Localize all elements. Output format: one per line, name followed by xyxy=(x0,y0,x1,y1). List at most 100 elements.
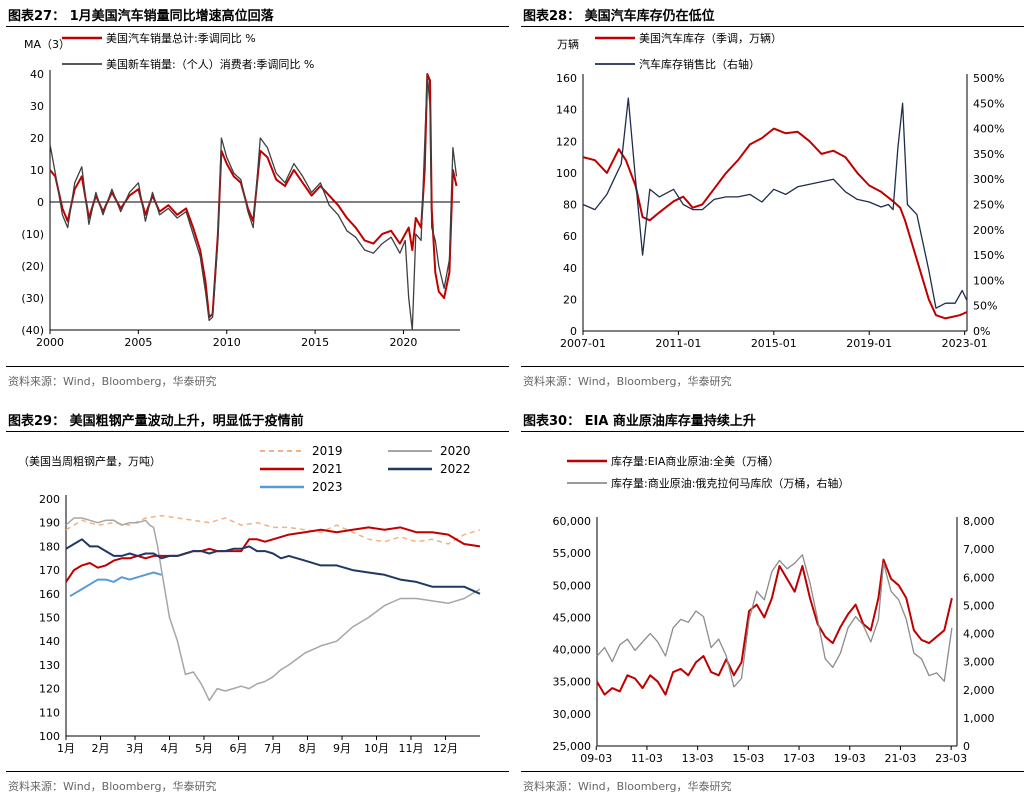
series-line-5 xyxy=(69,571,162,598)
x-tick-label: 19-03 xyxy=(834,752,866,765)
y-tick-label: (30) xyxy=(21,292,44,305)
y-tick-label: 150 xyxy=(39,612,60,625)
y2-tick-label: 350% xyxy=(973,148,1004,161)
x-tick-label: 23-03 xyxy=(935,752,967,765)
y2-tick-label: 0 xyxy=(963,740,970,753)
y2-tick-label: 150% xyxy=(973,249,1004,262)
title-divider xyxy=(6,431,509,432)
y-tick-label: 120 xyxy=(39,683,60,696)
x-tick-label: 9月 xyxy=(333,742,351,755)
y2-tick-label: 3,000 xyxy=(963,656,995,669)
y-tick-label: 25,000 xyxy=(553,740,592,753)
y-tick-label: 80 xyxy=(563,199,577,212)
x-tick-label: 2015-01 xyxy=(751,337,797,350)
y-tick-label: 45,000 xyxy=(553,611,592,624)
y-tick-label: (10) xyxy=(21,228,44,241)
y-tick-label: 30 xyxy=(30,100,44,113)
x-tick-label: 6月 xyxy=(230,742,248,755)
figure-28-title: 图表28： 美国汽车库存仍在低位 xyxy=(523,9,715,24)
x-tick-label: 2000 xyxy=(36,336,64,349)
x-tick-label: 21-03 xyxy=(884,752,916,765)
y-tick-label: 100 xyxy=(556,167,577,180)
y-tick-label: 110 xyxy=(39,706,60,719)
series-line-1 xyxy=(49,73,458,319)
y-tick-label: 120 xyxy=(556,135,577,148)
x-tick-label: 4月 xyxy=(161,742,179,755)
legend-label-2: 库存量:商业原油:俄克拉何马库欣（万桶，右轴） xyxy=(611,476,849,490)
x-tick-label: 3月 xyxy=(126,742,144,755)
y-tick-label: 60 xyxy=(563,230,577,243)
y-tick-label: 30,000 xyxy=(553,708,592,721)
y-tick-label: 20 xyxy=(30,132,44,145)
y-tick-label: 40,000 xyxy=(553,644,592,657)
x-tick-label: 09-03 xyxy=(580,752,612,765)
y2-tick-label: 2,000 xyxy=(963,684,995,697)
y-tick-label: 160 xyxy=(556,72,577,85)
series-line-1 xyxy=(596,558,953,696)
figure-28-source: 资料来源：Wind，Bloomberg，华泰研究 xyxy=(523,375,732,388)
y2-tick-label: 400% xyxy=(973,123,1004,136)
x-tick-label: 8月 xyxy=(298,742,316,755)
source-divider xyxy=(6,366,509,367)
legend-label-1: 美国汽车库存（季调，万辆） xyxy=(639,31,782,45)
figure-29-source: 资料来源：Wind，Bloomberg，华泰研究 xyxy=(8,780,217,793)
y-tick-label: 200 xyxy=(39,493,60,506)
series-line-2 xyxy=(65,517,481,702)
x-tick-label: 10月 xyxy=(364,742,389,755)
y-tick-label: 50,000 xyxy=(553,579,592,592)
title-divider xyxy=(6,26,509,27)
series-line-1 xyxy=(582,127,968,320)
y2-tick-label: 4,000 xyxy=(963,628,995,641)
y-tick-label: 180 xyxy=(39,540,60,553)
y-tick-label: 130 xyxy=(39,659,60,672)
x-tick-label: 2015 xyxy=(301,336,329,349)
y2-tick-label: 300% xyxy=(973,173,1004,186)
y-tick-label: 100 xyxy=(39,730,60,743)
x-tick-label: 5月 xyxy=(195,742,213,755)
x-tick-label: 2019-01 xyxy=(846,337,892,350)
y2-tick-label: 6,000 xyxy=(963,571,995,584)
y2-tick-label: 100% xyxy=(973,274,1004,287)
y2-tick-label: 450% xyxy=(973,97,1004,110)
series-line-2 xyxy=(49,73,458,331)
y-tick-label: (40) xyxy=(21,324,44,337)
legend-label-2021: 2021 xyxy=(312,462,343,476)
legend-label-2023: 2023 xyxy=(312,480,343,494)
y2-tick-label: 0% xyxy=(973,325,990,338)
y-tick-label: (20) xyxy=(21,260,44,273)
figure-28-panel: 图表28： 美国汽车库存仍在低位 万辆 0 20 40 60 80 100 120 140 160… xyxy=(515,0,1030,405)
unit-label: 万辆 xyxy=(557,37,579,51)
unit-label: （美国当周粗钢产量，万吨） xyxy=(18,454,161,468)
x-tick-label: 15-03 xyxy=(732,752,764,765)
legend-label-2019: 2019 xyxy=(312,444,343,458)
x-tick-label: 2月 xyxy=(91,742,109,755)
figure-30-panel: 图表30： EIA 商业原油库存量持续上升 25,000 30,000 35,000… xyxy=(515,405,1030,810)
series-line-2 xyxy=(582,97,968,309)
title-divider xyxy=(521,26,1024,27)
legend-label-2022: 2022 xyxy=(440,462,471,476)
series-line-4 xyxy=(65,538,481,595)
legend-label-1: 库存量:EIA商业原油:全美（万桶） xyxy=(611,454,779,468)
y2-tick-label: 500% xyxy=(973,72,1004,85)
y-tick-label: 0 xyxy=(37,196,44,209)
y2-tick-label: 8,000 xyxy=(963,515,995,528)
x-tick-label: 2005 xyxy=(124,336,152,349)
y-tick-label: 60,000 xyxy=(553,515,592,528)
y-tick-label: 140 xyxy=(39,635,60,648)
title-divider xyxy=(521,431,1024,432)
source-divider xyxy=(6,771,509,772)
y2-tick-label: 50% xyxy=(973,300,997,313)
legend-label-2020: 2020 xyxy=(440,444,471,458)
figure-27-panel: 图表27： 1月美国汽车销量同比增速高位回落 MA（3） 40 30 20 10 0 (10… xyxy=(0,0,515,405)
figure-27-title: 图表27： 1月美国汽车销量同比增速高位回落 xyxy=(8,9,274,24)
unit-label: MA（3） xyxy=(24,38,70,51)
figure-29-chart: （美国当周粗钢产量，万吨） 100 110 120 130 140 150 160 170 180… xyxy=(18,444,481,755)
figure-30-source: 资料来源：Wind，Bloomberg，华泰研究 xyxy=(523,780,732,793)
x-tick-label: 2023-01 xyxy=(942,337,988,350)
figure-29-title: 图表29： 美国粗钢产量波动上升，明显低于疫情前 xyxy=(8,414,304,429)
y-tick-label: 40 xyxy=(30,68,44,81)
y-tick-label: 190 xyxy=(39,517,60,530)
source-divider xyxy=(521,366,1024,367)
legend-label-1: 美国汽车销量总计:季调同比 % xyxy=(106,31,256,45)
